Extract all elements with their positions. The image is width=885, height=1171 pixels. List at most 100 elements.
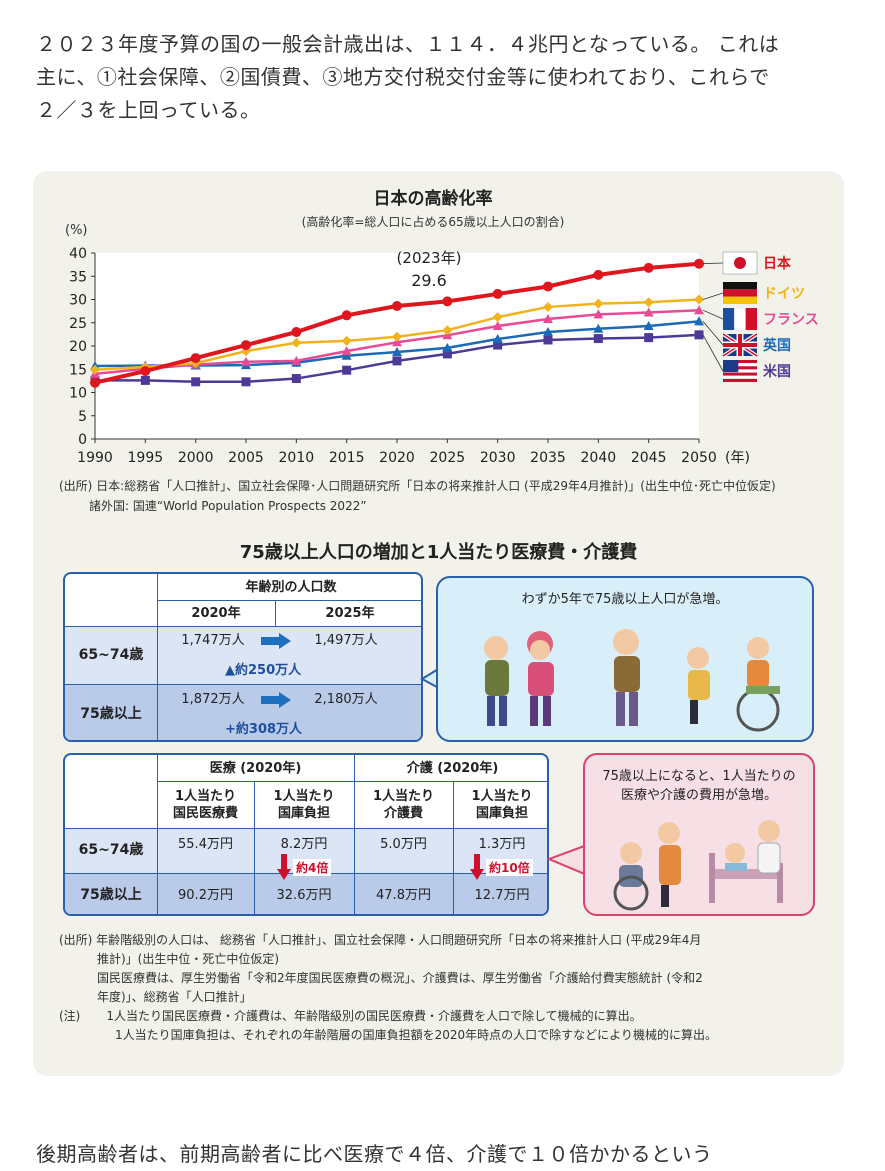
flag-germany-icon bbox=[723, 282, 757, 290]
bubble-text: わずか5年で75歳以上人口が急増。 bbox=[521, 592, 729, 607]
note-label: (注) bbox=[59, 1009, 81, 1023]
flag-japan-sun-icon bbox=[734, 257, 746, 269]
flag-us-stripe-icon bbox=[723, 363, 757, 367]
flag-us-stripe-icon bbox=[723, 378, 757, 382]
notes-line: (出所) 年齢階級別の人口は、 総務省「人口推計」、国立社会保障・人口問題研究所… bbox=[59, 933, 702, 947]
pop-change: +約308万人 bbox=[225, 722, 303, 737]
pop-value-2025: 2,180万人 bbox=[314, 691, 378, 707]
figure-panel: 日本の高齢化率 (高齢化率=総人口に占める65歳以上人口の割合) (%) (年)… bbox=[33, 171, 844, 1076]
x-tick-label: 2020 bbox=[379, 450, 415, 466]
cost-sub-header: 1人当たり 介護費 bbox=[372, 788, 435, 821]
legend-leader bbox=[702, 321, 724, 346]
y-tick-label: 20 bbox=[69, 339, 87, 355]
legend-label: 英国 bbox=[762, 337, 791, 354]
down-arrow-icon bbox=[470, 854, 484, 880]
data-point bbox=[593, 269, 604, 280]
x-tick-label: 2045 bbox=[631, 450, 667, 466]
source-note-2: 諸外国: 国連“World Population Prospects 2022” bbox=[89, 499, 367, 513]
flag-icon bbox=[723, 360, 757, 382]
data-point bbox=[392, 301, 402, 312]
x-tick-label: 1990 bbox=[77, 450, 113, 466]
pop-row-label: 75歳以上 bbox=[80, 705, 142, 722]
source-note-1: (出所) 日本:総務省「人口推計」、国立社会保障･人口問題研究所「日本の将来推計… bbox=[59, 479, 776, 493]
chart-title: 日本の高齢化率 bbox=[374, 188, 493, 209]
data-point bbox=[593, 334, 603, 344]
flag-icon bbox=[723, 282, 757, 304]
legend-leader bbox=[702, 334, 724, 372]
notes-block: (出所) 年齢階級別の人口は、 総務省「人口推計」、国立社会保障・人口問題研究所… bbox=[59, 931, 829, 1045]
flag-icon bbox=[723, 307, 757, 331]
x-tick-label: 2050 bbox=[681, 450, 717, 466]
pop-row-label: 65~74歳 bbox=[78, 646, 144, 663]
flag-germany-stripe-icon bbox=[723, 289, 757, 297]
data-point bbox=[543, 327, 553, 337]
y-tick-label: 30 bbox=[69, 293, 87, 309]
pop-value-2020: 1,872万人 bbox=[181, 691, 245, 707]
data-point bbox=[442, 349, 452, 359]
pop-col-2020: 2020年 bbox=[191, 605, 241, 621]
flag-france-stripe-icon bbox=[734, 307, 746, 331]
cost-sub-header: 1人当たり 国庫負担 bbox=[273, 788, 335, 821]
legend-leader bbox=[702, 292, 724, 300]
x-tick-label: 2005 bbox=[228, 450, 264, 466]
y-tick-label: 0 bbox=[78, 432, 87, 448]
data-point bbox=[644, 333, 654, 343]
data-point bbox=[341, 346, 352, 356]
pop-value-2020: 1,747万人 bbox=[181, 632, 245, 648]
intro-line-3: ２／３を上回っている。 bbox=[36, 98, 261, 122]
flag-us-stripe-icon bbox=[723, 375, 757, 379]
data-point bbox=[241, 346, 251, 357]
x-tick-label: 2040 bbox=[581, 450, 617, 466]
bubble-text-line-2: 医療や介護の費用が急増。 bbox=[620, 788, 777, 803]
data-point bbox=[543, 281, 553, 292]
data-point bbox=[342, 365, 352, 375]
right-arrow-icon bbox=[261, 692, 291, 708]
data-point bbox=[694, 330, 704, 340]
data-point bbox=[643, 307, 654, 317]
data-point bbox=[643, 297, 654, 308]
data-point bbox=[341, 310, 352, 321]
data-point bbox=[392, 347, 402, 357]
down-arrow-icon bbox=[277, 854, 291, 880]
data-point bbox=[341, 335, 352, 346]
data-point bbox=[90, 377, 100, 388]
x-tick-label: 2015 bbox=[329, 450, 365, 466]
population-table: 年齢別の人口数 2020年 2025年 65~74歳 1,747万人 1,497… bbox=[63, 572, 423, 742]
data-point bbox=[492, 321, 503, 331]
flag-us-stripe-icon bbox=[723, 366, 757, 370]
data-point bbox=[492, 288, 503, 299]
x-tick-label: 2025 bbox=[430, 450, 466, 466]
annotation-year: (2023年) bbox=[397, 249, 462, 267]
data-point bbox=[140, 375, 150, 385]
pop-change: ▲約250万人 bbox=[225, 663, 302, 678]
flag-france-stripe-icon bbox=[745, 308, 757, 330]
legend-label: 日本 bbox=[763, 255, 792, 272]
data-point bbox=[694, 294, 704, 305]
closing-paragraph: 後期高齢者は、前期高齢者に比べ医療で４倍、介護で１０倍かかるという bbox=[36, 1142, 713, 1166]
cost-value: 55.4万円 bbox=[178, 836, 233, 852]
data-point bbox=[190, 353, 201, 364]
data-point bbox=[492, 312, 503, 323]
x-tick-label: 2030 bbox=[480, 450, 516, 466]
y-tick-label: 10 bbox=[69, 386, 87, 402]
data-point bbox=[291, 327, 302, 338]
cost-value: 47.8万円 bbox=[376, 887, 431, 903]
data-point bbox=[291, 374, 301, 384]
data-point bbox=[593, 309, 604, 319]
data-point bbox=[694, 258, 704, 269]
intro-line-2: 主に、①社会保障、②国債費、③地方交付税交付金等に使われており、これらで bbox=[36, 65, 770, 89]
data-point bbox=[694, 305, 704, 315]
bubble-pointer bbox=[546, 843, 587, 877]
data-point bbox=[90, 364, 100, 375]
x-tick-label: 2000 bbox=[178, 450, 214, 466]
cost-group-medical: 医療 (2020年) bbox=[209, 760, 302, 776]
data-point bbox=[191, 377, 201, 387]
flag-us-stripe-icon bbox=[723, 372, 757, 376]
intro-paragraph: ２０２３年度予算の国の一般会計歳出は、１１４．４兆円となっている。 これは 主に… bbox=[36, 28, 851, 127]
annotation-value: 29.6 bbox=[411, 271, 447, 290]
data-point bbox=[694, 316, 704, 326]
data-point bbox=[442, 325, 453, 336]
data-point bbox=[643, 262, 654, 273]
flag-france-icon bbox=[723, 308, 735, 330]
legend-label: ドイツ bbox=[763, 286, 805, 302]
